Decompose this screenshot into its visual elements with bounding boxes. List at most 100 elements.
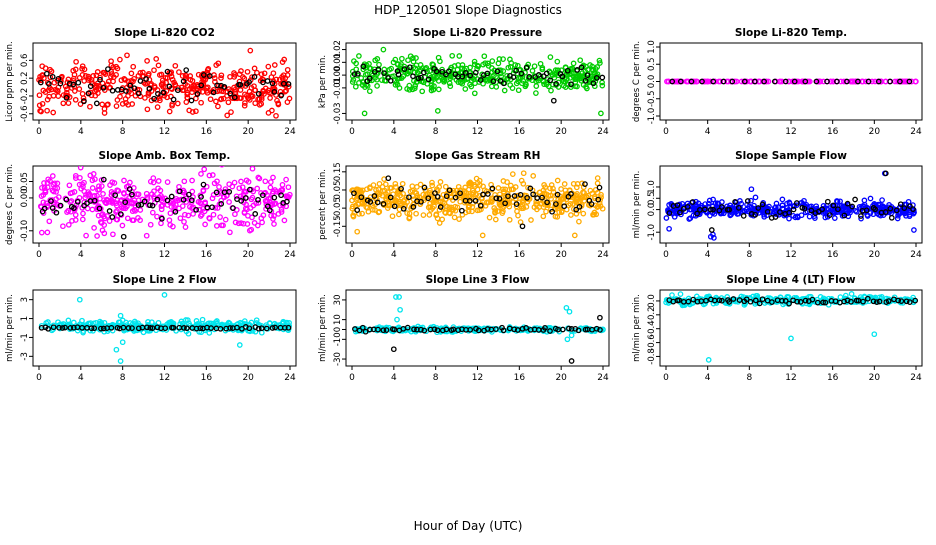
point-hourly [375, 66, 382, 73]
point-all [135, 191, 142, 198]
y-tick-label: 30 [333, 294, 343, 305]
point-hourly [524, 194, 530, 201]
point-all [780, 206, 786, 212]
x-tick-label: 20 [242, 373, 254, 383]
point-all [489, 58, 496, 64]
point-hourly [193, 325, 200, 332]
point-outlier [911, 227, 917, 233]
data-points [349, 46, 606, 117]
point-all [748, 197, 754, 204]
point-all [128, 70, 135, 77]
point-all [434, 215, 441, 222]
point-all [597, 60, 603, 66]
point-all [154, 213, 160, 220]
point-all [237, 87, 244, 93]
point-outlier [120, 233, 127, 240]
point-all [145, 92, 152, 98]
point-hourly [732, 199, 738, 205]
point-all [543, 191, 550, 198]
y-tick-label: 0.05 [333, 181, 343, 200]
point-all [68, 198, 75, 204]
point-all [117, 56, 123, 63]
point-hourly [677, 209, 683, 216]
point-hourly [752, 211, 759, 218]
point-hourly [63, 94, 70, 101]
point-all [96, 186, 103, 193]
point-hourly [401, 66, 408, 72]
point-all [428, 87, 435, 94]
point-all [137, 207, 144, 213]
point-hourly [500, 327, 507, 334]
point-all [255, 174, 262, 181]
point-hourly [93, 100, 100, 107]
point-all [528, 217, 534, 223]
point-all [596, 57, 603, 64]
point-all [72, 212, 79, 218]
point-all [99, 101, 106, 108]
y-axis-label: percent per min. [318, 169, 328, 240]
x-tick-label: 24 [284, 127, 296, 137]
point-all [541, 81, 547, 88]
y-tick-label: 1.0 [647, 180, 657, 194]
point-hourly [255, 196, 261, 203]
point-all [752, 194, 759, 201]
point-hourly [246, 325, 253, 332]
point-all [265, 63, 272, 70]
point-hourly [263, 325, 270, 332]
point-hourly [109, 214, 116, 220]
point-all [118, 77, 125, 84]
point-hourly [193, 206, 199, 213]
point-all [268, 212, 274, 219]
point-all [545, 83, 552, 90]
point-hourly [98, 325, 104, 332]
x-tick-label: 4 [78, 127, 84, 137]
point-hourly [855, 78, 861, 85]
point-all [96, 320, 103, 327]
point-hourly [356, 327, 363, 334]
point-hourly [863, 207, 870, 214]
point-all [178, 84, 185, 91]
point-all [246, 97, 253, 103]
point-hourly [701, 206, 708, 213]
point-hourly [872, 206, 878, 213]
x-tick-label: 16 [827, 250, 839, 260]
point-hourly [824, 198, 831, 205]
point-all [392, 180, 399, 187]
point-all [233, 193, 240, 200]
point-all [193, 108, 199, 115]
point-hourly [530, 191, 536, 198]
point-outlier [166, 108, 173, 115]
point-hourly [860, 298, 866, 305]
point-all [401, 196, 408, 203]
point-all [395, 61, 401, 67]
point-outlier [390, 346, 397, 353]
x-tick-label: 4 [78, 250, 84, 260]
point-hourly [493, 195, 500, 202]
point-all [176, 205, 182, 212]
point-hourly [747, 298, 754, 305]
point-all [251, 65, 258, 72]
data-points [349, 170, 606, 239]
point-all [784, 200, 790, 207]
point-hourly [164, 68, 171, 75]
point-all [488, 83, 495, 90]
point-all [210, 211, 217, 218]
point-all [105, 78, 112, 85]
point-hourly [568, 81, 574, 88]
point-all [214, 205, 221, 211]
point-all [248, 319, 255, 326]
x-tick-label: 16 [827, 127, 839, 137]
point-hourly [502, 200, 508, 207]
point-all [217, 214, 223, 220]
point-hourly [707, 206, 714, 213]
point-all [412, 83, 419, 89]
point-hourly [387, 77, 394, 84]
point-all [189, 109, 196, 115]
point-all [80, 322, 86, 328]
y-axis-label: kPa per min. [318, 55, 328, 108]
point-all [715, 200, 721, 207]
point-all [109, 322, 115, 329]
point-all [731, 78, 738, 85]
point-all [101, 222, 108, 228]
point-hourly [590, 80, 597, 87]
